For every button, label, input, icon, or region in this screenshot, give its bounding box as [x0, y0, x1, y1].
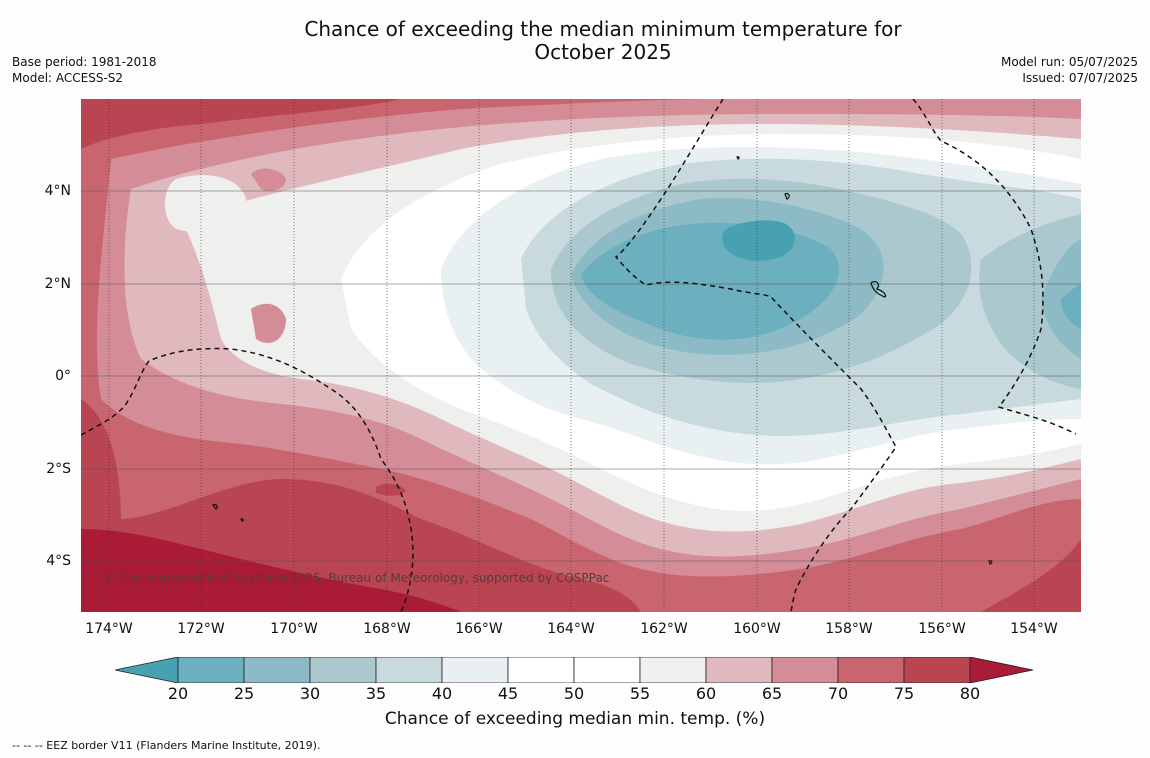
colorbar-segment-12 [903, 656, 971, 684]
colorbar-extend-low [114, 656, 179, 684]
band-below-20 [722, 220, 796, 261]
eez-borders [81, 99, 1077, 612]
lon-label-154w: 154°W [1010, 621, 1058, 637]
colorbar-segment-8 [639, 656, 707, 684]
colorbar-tick-70: 70 [827, 684, 849, 703]
colorbar-segment-1 [177, 656, 245, 684]
colorbar-tick-40: 40 [431, 684, 453, 703]
lon-label-174w: 174°W [85, 621, 133, 637]
colorbar-tick-60: 60 [695, 684, 717, 703]
islands [212, 156, 993, 565]
colorbar-segment-3 [309, 656, 377, 684]
island-1 [784, 192, 790, 200]
colorbar-svg [114, 656, 1034, 684]
metadata-right: Model run: 05/07/2025 Issued: 07/07/2025 [1001, 54, 1138, 86]
map-title-line-1: Chance of exceeding the median minimum t… [304, 17, 902, 41]
lon-label-170w: 170°W [270, 621, 318, 637]
lat-label-4s: 4°S [46, 553, 71, 569]
colorbar-tick-45: 45 [497, 684, 519, 703]
band-30-35-east [979, 214, 1081, 389]
copyright-notice: © Commonwealth of Australia 2025, Bureau… [104, 571, 610, 585]
band-75-80-top [81, 99, 401, 149]
lon-label-168w: 168°W [363, 621, 411, 637]
lat-label-2s: 2°S [46, 461, 71, 477]
colorbar-tick-20: 20 [167, 684, 189, 703]
colorbar-tick-65: 65 [761, 684, 783, 703]
colorbar-extend-high [969, 656, 1034, 684]
map-title: Chance of exceeding the median minimum t… [0, 18, 1150, 64]
eez-legend: -- -- -- EEZ border V11 (Flanders Marine… [12, 739, 321, 752]
band-75-80-bottom-right [981, 539, 1081, 612]
issued-date: Issued: 07/07/2025 [1022, 71, 1138, 85]
lon-label-160w: 160°W [733, 621, 781, 637]
colorbar-tick-75: 75 [893, 684, 915, 703]
colorbar-tick-50: 50 [563, 684, 585, 703]
probability-contour-map [81, 99, 1081, 612]
colorbar [114, 656, 1037, 687]
island-2 [870, 280, 887, 298]
lon-label-158w: 158°W [825, 621, 873, 637]
colorbar-segment-6 [507, 656, 575, 684]
island-4 [988, 560, 993, 565]
island-5 [240, 518, 244, 522]
colorbar-title: Chance of exceeding median min. temp. (%… [384, 709, 766, 729]
island-3 [212, 503, 218, 510]
colorbar-segment-9 [705, 656, 773, 684]
lon-label-162w: 162°W [640, 621, 688, 637]
map-title-line-2: October 2025 [534, 40, 672, 64]
colorbar-segment-11 [837, 656, 905, 684]
colorbar-tick-30: 30 [299, 684, 321, 703]
colorbar-segment-7 [573, 656, 641, 684]
lat-label-4n: 4°N [44, 183, 71, 199]
pocket-55-60 [164, 175, 246, 233]
colorbar-tick-55: 55 [629, 684, 651, 703]
colorbar-segments [114, 656, 1034, 684]
island-6 [736, 156, 740, 160]
band-80-plus [81, 529, 461, 612]
lat-label-2n: 2°N [44, 276, 71, 292]
colorbar-tick-25: 25 [233, 684, 255, 703]
colorbar-segment-5 [441, 656, 509, 684]
lon-label-166w: 166°W [455, 621, 503, 637]
model-name: Model: ACCESS-S2 [12, 71, 124, 85]
model-run: Model run: 05/07/2025 [1000, 55, 1138, 69]
colorbar-segment-4 [375, 656, 443, 684]
colorbar-segment-2 [243, 656, 311, 684]
pocket-65-70-b [251, 303, 286, 343]
lon-label-156w: 156°W [918, 621, 966, 637]
colorbar-tick-80: 80 [959, 684, 981, 703]
map-plot-area[interactable]: © Commonwealth of Australia 2025, Bureau… [81, 99, 1081, 612]
lon-label-164w: 164°W [547, 621, 595, 637]
pocket-65-70 [251, 168, 286, 191]
colorbar-segment-10 [771, 656, 839, 684]
latitude-gridlines [81, 190, 1081, 562]
metadata-left: Base period: 1981-2018 Model: ACCESS-S2 [12, 54, 157, 86]
band-20-25-east [1061, 284, 1081, 329]
colorbar-tick-35: 35 [365, 684, 387, 703]
lon-label-172w: 172°W [177, 621, 225, 637]
base-period: Base period: 1981-2018 [12, 55, 157, 69]
lat-label-equator: 0° [55, 368, 71, 384]
